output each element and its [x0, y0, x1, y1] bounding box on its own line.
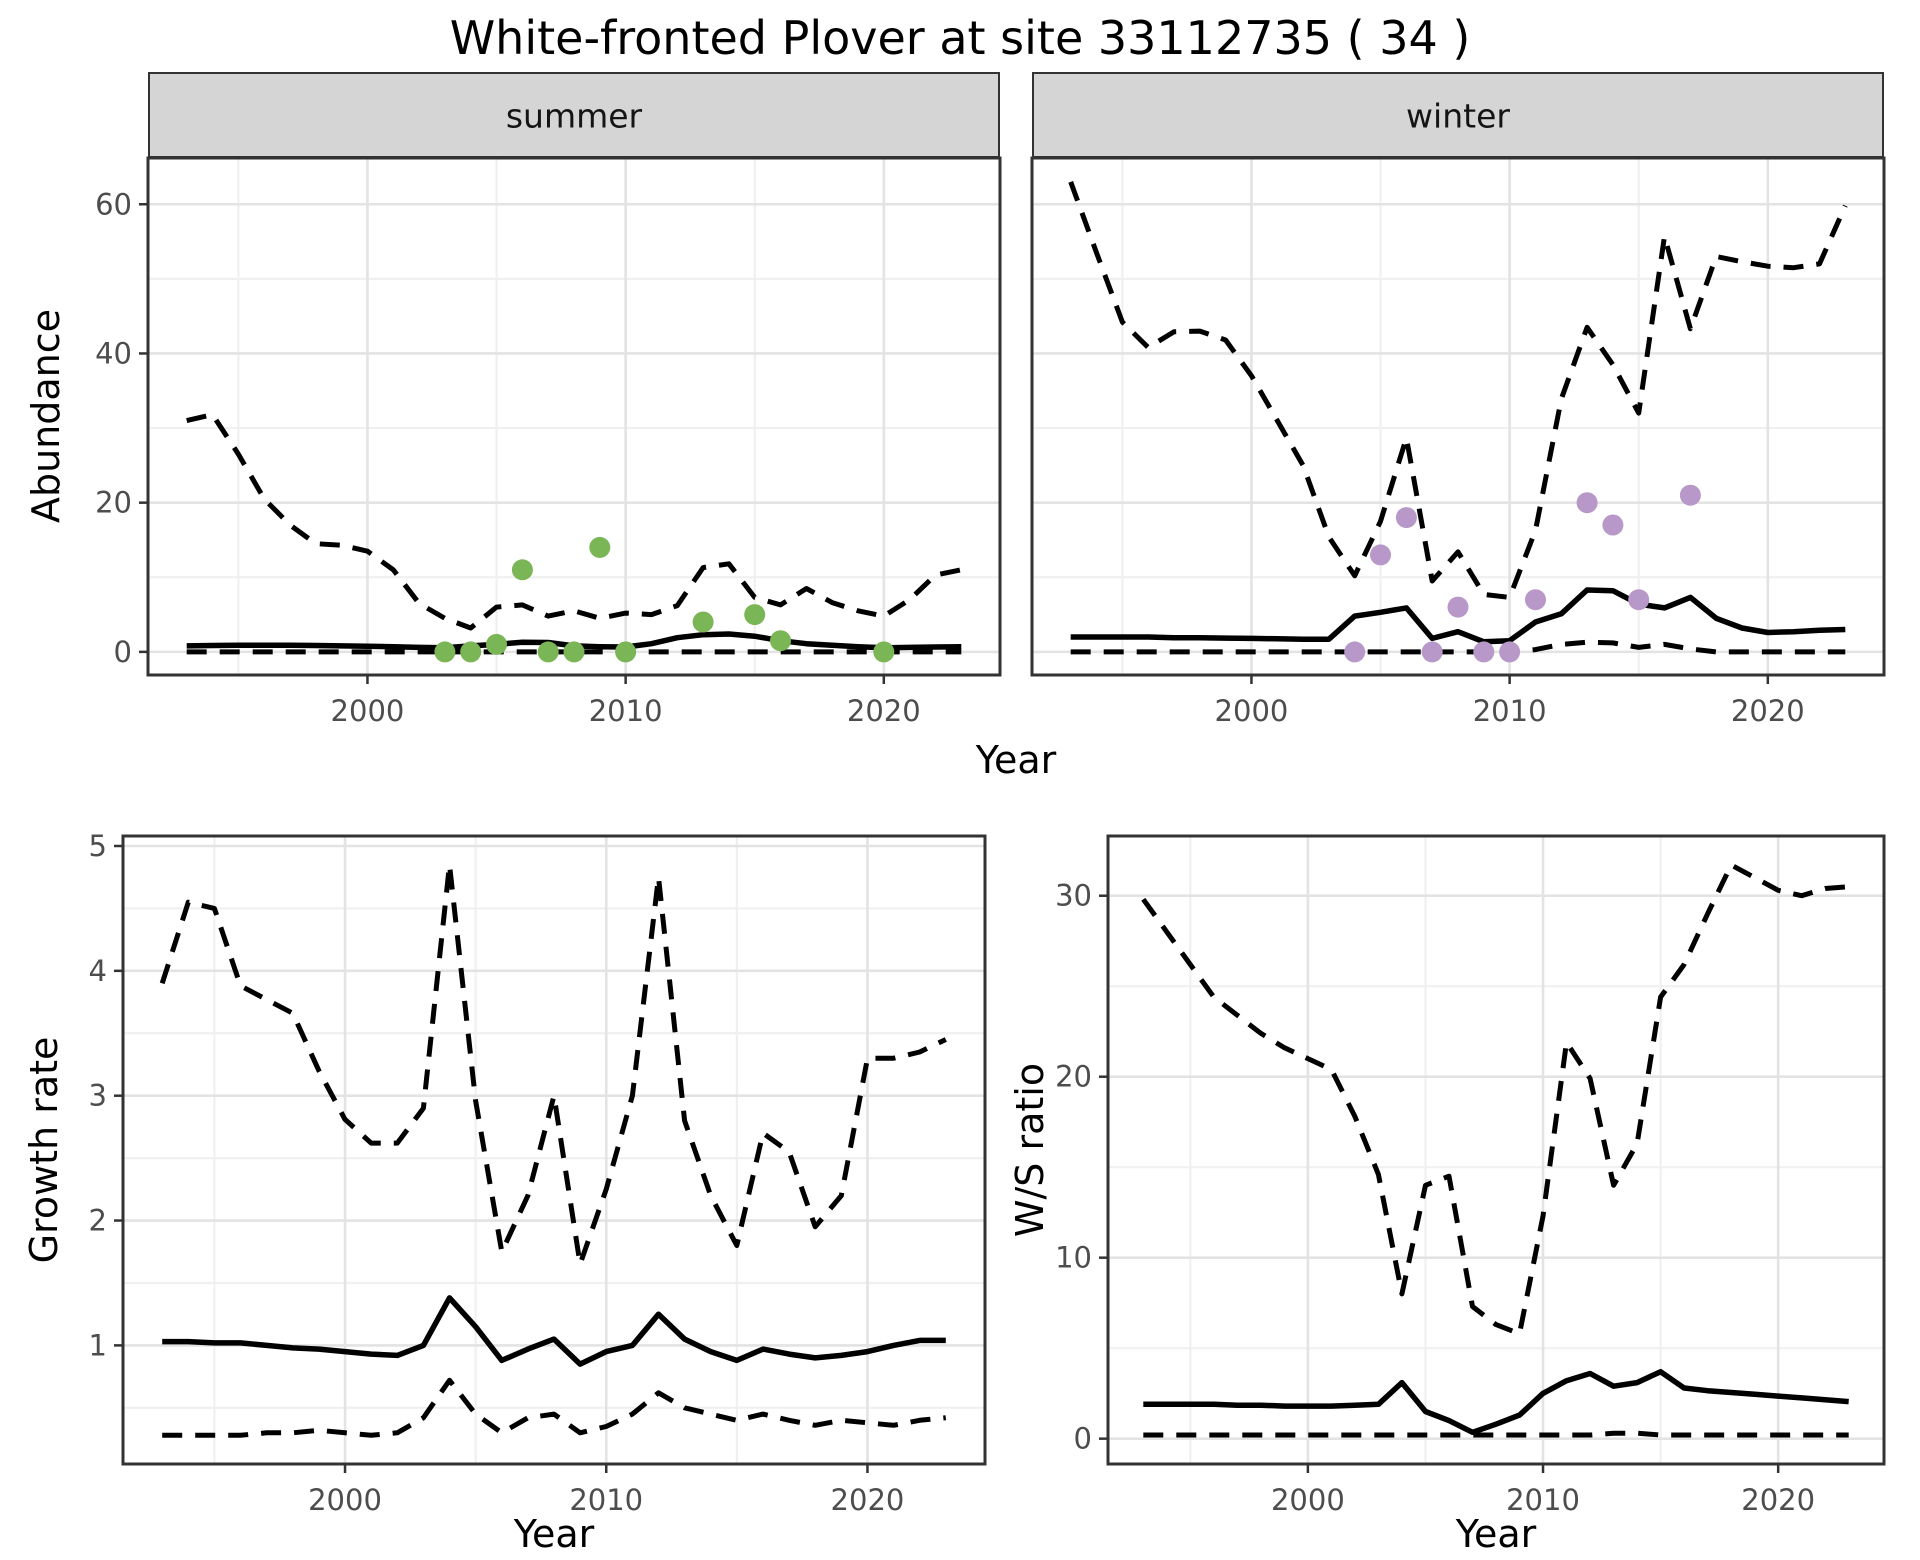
facet-strip-winter: [1032, 72, 1884, 158]
y-tick-label: 2: [89, 1204, 107, 1238]
panel-summer: 2000 2010 2020 0 20 40 60: [95, 156, 1002, 728]
winter-observation-point: [1473, 641, 1495, 663]
x-tick-label: 2020: [847, 694, 921, 728]
y-axis-title-growth-rate: Growth rate: [22, 1036, 66, 1264]
upper-ci-dashed-line: [1141, 862, 1849, 1337]
x-axis-title-year-bottom-right: Year: [1455, 1512, 1537, 1556]
panel-growth-rate: 2000 2010 2020 1 2 3 4 5: [89, 829, 987, 1517]
winter-observation-point: [1602, 514, 1624, 536]
winter-observation-point: [1447, 596, 1469, 618]
summer-observation-point: [434, 641, 456, 663]
y-tick-label: 60: [95, 187, 132, 221]
summer-observation-point: [537, 641, 559, 663]
upper-ci-dashed-line: [1068, 181, 1848, 600]
winter-observation-point: [1421, 641, 1443, 663]
facet-strip-summer: [148, 72, 1000, 158]
x-tick-label: 2020: [1731, 694, 1805, 728]
summer-observation-point: [486, 633, 507, 655]
median-solid-line: [1143, 1368, 1849, 1436]
summer-observation-point: [511, 559, 533, 581]
x-axis-title-year-bottom-left: Year: [513, 1512, 595, 1556]
summer-observation-point: [615, 641, 637, 663]
winter-observation-point: [1370, 544, 1391, 566]
median-solid-line: [1070, 587, 1846, 645]
winter-observation-point: [1395, 507, 1417, 529]
panel-border: [121, 834, 987, 1466]
y-tick-label: 3: [89, 1079, 107, 1113]
winter-observation-point: [1628, 589, 1650, 611]
y-axis-title-abundance: Abundance: [24, 308, 68, 524]
winter-observation-point: [1525, 589, 1546, 611]
summer-observation-point: [744, 604, 766, 626]
summer-observation-point: [563, 641, 585, 663]
y-tick-label: 0: [1074, 1422, 1092, 1456]
x-tick-label: 2000: [331, 694, 405, 728]
y-axis-title-ws-ratio: W/S ratio: [1008, 1062, 1052, 1238]
x-tick-label: 2000: [1215, 694, 1289, 728]
summer-observation-point: [460, 641, 482, 663]
summer-observation-point: [589, 536, 611, 558]
facet-strip-winter-label: winter: [1406, 96, 1510, 136]
x-tick-label: 2020: [1741, 1483, 1815, 1517]
summer-observation-point: [692, 611, 714, 633]
lower-ci-dashed-line: [1143, 1430, 1849, 1438]
panel-border: [1106, 834, 1886, 1466]
y-tick-label: 1: [89, 1328, 107, 1362]
x-tick-label: 2000: [308, 1483, 382, 1517]
y-tick-label: 40: [95, 336, 132, 370]
x-tick-label: 2010: [589, 694, 663, 728]
upper-ci-dashed-line: [186, 412, 962, 631]
y-tick-label: 5: [89, 829, 107, 863]
y-tick-label: 20: [1055, 1060, 1092, 1094]
winter-observation-point: [1499, 641, 1521, 663]
facet-strip-summer-label: summer: [505, 96, 643, 136]
x-axis-title-year-top: Year: [975, 738, 1057, 782]
y-tick-label: 0: [114, 635, 132, 669]
upper-ci-dashed-line: [159, 862, 947, 1267]
panel-border: [146, 156, 1002, 677]
lower-ci-dashed-line: [162, 1377, 947, 1438]
x-tick-label: 2020: [831, 1483, 905, 1517]
x-tick-label: 2010: [569, 1483, 643, 1517]
y-tick-label: 30: [1055, 879, 1092, 913]
x-tick-label: 2000: [1271, 1483, 1345, 1517]
y-tick-label: 10: [1055, 1241, 1092, 1275]
summer-observation-point: [873, 641, 895, 663]
winter-observation-point: [1344, 641, 1366, 663]
median-solid-line: [162, 1295, 946, 1367]
chart-title: White-fronted Plover at site 33112735 ( …: [449, 11, 1471, 65]
x-tick-label: 2010: [1473, 694, 1547, 728]
y-tick-label: 4: [89, 954, 107, 988]
panel-border: [1030, 156, 1886, 677]
x-tick-label: 2010: [1506, 1483, 1580, 1517]
winter-observation-point: [1576, 492, 1598, 514]
y-tick-label: 20: [95, 486, 132, 520]
panel-ws-ratio: 2000 2010 2020 0 10 20 30: [1055, 834, 1886, 1517]
winter-observation-point: [1679, 484, 1701, 506]
panel-winter: 2000 2010 2020: [1030, 156, 1886, 728]
summer-observation-point: [770, 630, 791, 652]
